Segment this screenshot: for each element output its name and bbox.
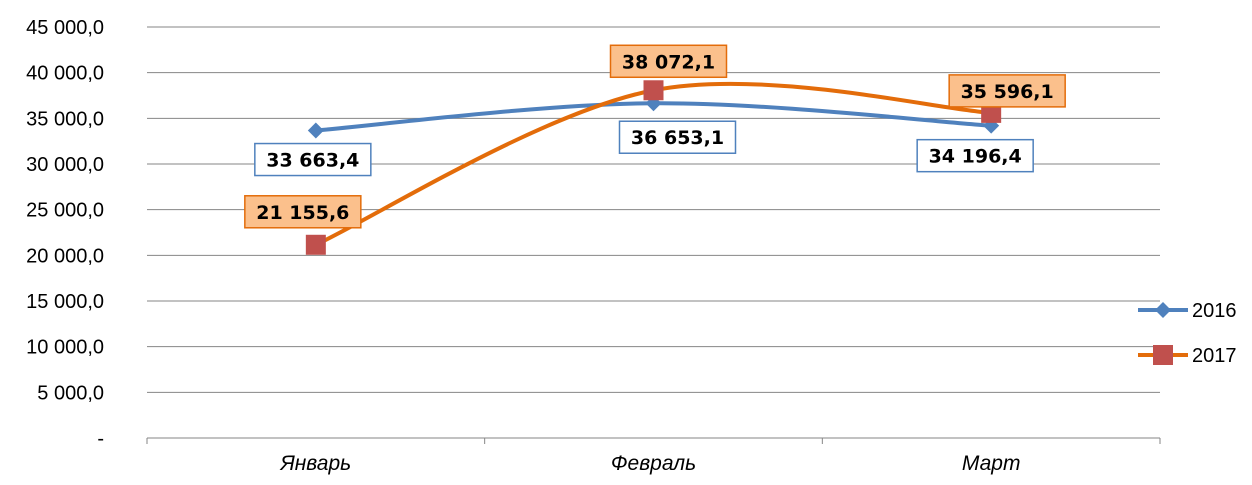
data-label-box — [948, 74, 1066, 108]
data-label-text: 36 653,1 — [631, 127, 724, 149]
data-label-box — [618, 120, 737, 154]
data-label-text: 35 596,1 — [961, 81, 1054, 103]
legend-item-2016: 2016 — [1138, 300, 1237, 322]
data-label-text: 33 663,4 — [266, 150, 359, 172]
data-label-box — [244, 195, 362, 229]
data-label: 33 663,4 — [254, 142, 372, 177]
data-label: 34 196,4 — [916, 138, 1034, 173]
y-tick-label: 25 000,0 — [26, 200, 104, 222]
y-tick-label: 10 000,0 — [26, 337, 104, 359]
legend-marker — [1155, 302, 1171, 318]
legend-label: 2017 — [1192, 345, 1237, 367]
data-label-text: 34 196,4 — [929, 146, 1022, 168]
data-point — [305, 234, 326, 255]
x-tick-label: Январь — [279, 452, 351, 475]
data-labels: 33 663,4 36 653,1 34 196,4 21 155,6 38 072,1… — [244, 44, 1066, 229]
y-tick-label: 30 000,0 — [26, 154, 104, 176]
data-label: 35 596,1 — [948, 74, 1066, 108]
y-tick-label: 35 000,0 — [26, 108, 104, 130]
data-point — [307, 122, 324, 139]
data-label: 21 155,6 — [244, 195, 362, 229]
data-point — [981, 102, 1002, 123]
data-label-text: 21 155,6 — [256, 202, 349, 224]
legend: 2016 2017 — [1138, 300, 1237, 367]
legend-marker — [1153, 345, 1173, 365]
y-tick-label: 5 000,0 — [37, 382, 104, 404]
data-label: 36 653,1 — [618, 120, 737, 154]
data-label-box — [916, 138, 1034, 173]
data-label-text: 38 072,1 — [622, 51, 715, 73]
data-label: 38 072,1 — [609, 44, 728, 79]
y-tick-label: - — [97, 428, 104, 450]
y-tick-label: 15 000,0 — [26, 291, 104, 313]
x-tick-label: Март — [962, 452, 1021, 475]
data-label-box — [609, 44, 728, 79]
data-point — [643, 80, 664, 101]
y-tick-label: 20 000,0 — [26, 245, 104, 267]
x-tick-label: Февраль — [611, 452, 696, 475]
y-tick-label: 45 000,0 — [26, 17, 104, 39]
legend-label: 2016 — [1192, 300, 1237, 322]
y-tick-label: 40 000,0 — [26, 63, 104, 85]
axes: - 5 000,0 10 000,0 15 000,0 20 000,0 25 000,0… — [26, 17, 1161, 475]
data-label-box — [254, 142, 372, 177]
legend-item-2017: 2017 — [1138, 345, 1237, 367]
series-group — [305, 80, 1002, 255]
